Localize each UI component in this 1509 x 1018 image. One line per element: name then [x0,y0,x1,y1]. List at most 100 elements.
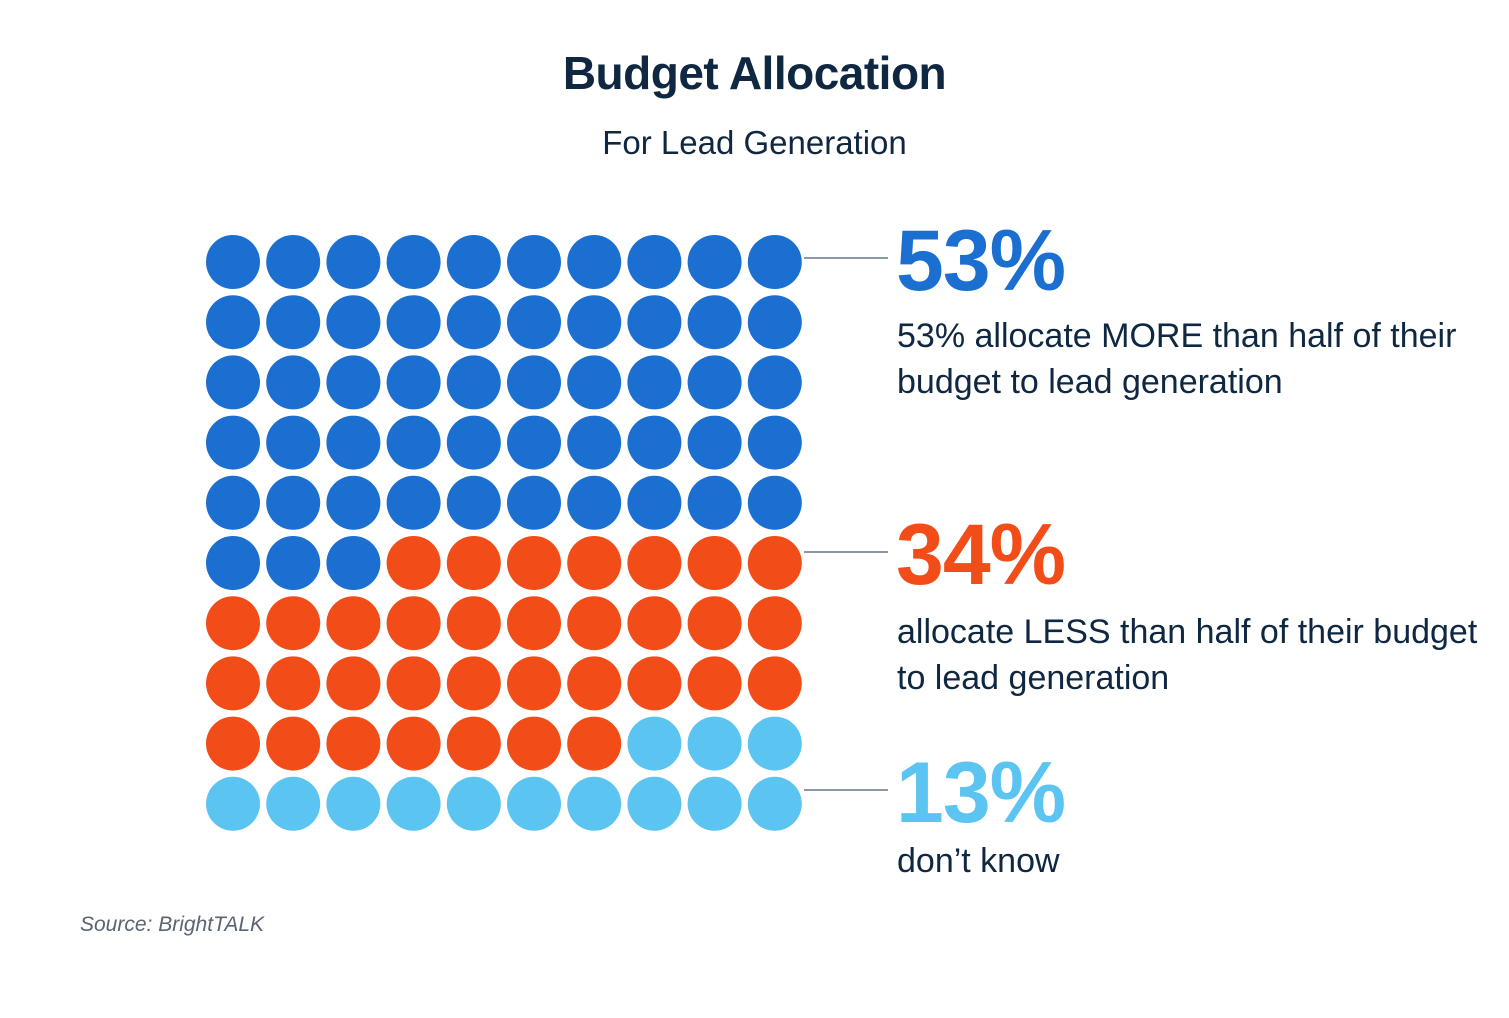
waffle-dot [326,536,381,590]
waffle-dot [446,235,501,289]
waffle-dot [507,656,561,711]
waffle-dot [266,656,321,711]
waffle-dot [687,235,742,289]
waffle-dot [326,475,381,530]
waffle-dot [266,415,321,470]
waffle-dot [446,776,501,831]
waffle-dot [326,656,381,711]
waffle-dot [206,355,260,410]
waffle-dot [386,355,441,410]
waffle-dot [206,475,260,530]
waffle-dot [206,415,260,470]
chart-subtitle: For Lead Generation [602,124,907,161]
waffle-dot [266,776,321,831]
waffle-dot [206,536,260,590]
waffle-dot [627,716,682,771]
waffle-dot [386,235,441,289]
waffle-dot [747,536,802,590]
waffle-dot [687,475,742,530]
waffle-dot [687,536,742,590]
waffle-dot [326,596,381,651]
waffle-dot [747,355,802,410]
waffle-dot [266,536,321,590]
waffle-dot [627,415,682,470]
waffle-dot [627,596,682,651]
waffle-dot [266,355,321,410]
waffle-dot [446,536,501,590]
pct-label-less: 34% [896,507,1066,603]
waffle-dot [567,656,622,711]
waffle-dot [446,716,501,771]
waffle-dot [206,716,260,771]
waffle-dot [567,776,622,831]
pct-label-unknown: 13% [896,745,1066,841]
waffle-dot [627,235,682,289]
waffle-dot [507,355,561,410]
waffle-dot [627,536,682,590]
waffle-dot [687,776,742,831]
waffle-dot [446,656,501,711]
waffle-dot [446,295,501,350]
waffle-dot [386,295,441,350]
waffle-dot [507,536,561,590]
waffle-dot [747,716,802,771]
waffle-dot [206,596,260,651]
desc-label-unknown: don’t know [897,842,1060,880]
waffle-dot [627,475,682,530]
waffle-dot [266,295,321,350]
desc-label-less: allocate LESS than half of their budget … [897,613,1478,697]
waffle-dot [446,475,501,530]
waffle-dot [687,716,742,771]
waffle-dot [747,475,802,530]
pct-label-more: 53% [896,213,1066,309]
waffle-dot [206,776,260,831]
waffle-dot [386,776,441,831]
waffle-dot [567,536,622,590]
waffle-dot [326,355,381,410]
chart-title: Budget Allocation [562,47,947,99]
waffle-dot [747,776,802,831]
waffle-dot [507,235,561,289]
waffle-dot [266,475,321,530]
source-note: Source: BrightTALK [80,913,265,936]
waffle-dot [567,235,622,289]
waffle-dot [266,596,321,651]
waffle-dot [627,355,682,410]
waffle-dot [386,656,441,711]
waffle-dot [567,415,622,470]
waffle-dot [206,235,260,289]
waffle-dot [747,656,802,711]
waffle-dot [687,596,742,651]
desc-label-more: 53% allocate MORE than half of their bud… [897,317,1457,401]
waffle-dot [627,295,682,350]
waffle-dot [507,295,561,350]
waffle-dot [687,295,742,350]
waffle-dot [627,656,682,711]
waffle-dot [507,415,561,470]
waffle-dot [386,536,441,590]
waffle-dot [747,295,802,350]
waffle-dot [326,776,381,831]
waffle-dot [567,475,622,530]
waffle-dot [206,295,260,350]
waffle-dot [326,716,381,771]
waffle-dot [567,596,622,651]
waffle-dot [326,235,381,289]
waffle-dot [567,716,622,771]
waffle-dot [266,235,321,289]
waffle-dot [326,295,381,350]
waffle-dot [386,596,441,651]
waffle-dot [386,716,441,771]
waffle-dot [206,656,260,711]
waffle-dot [687,656,742,711]
waffle-dot [446,355,501,410]
waffle-dot [266,716,321,771]
waffle-dot [507,475,561,530]
waffle-dot [747,415,802,470]
waffle-dot [567,355,622,410]
waffle-dot [627,776,682,831]
waffle-dot [747,596,802,651]
waffle-dot [507,596,561,651]
waffle-dot [386,415,441,470]
